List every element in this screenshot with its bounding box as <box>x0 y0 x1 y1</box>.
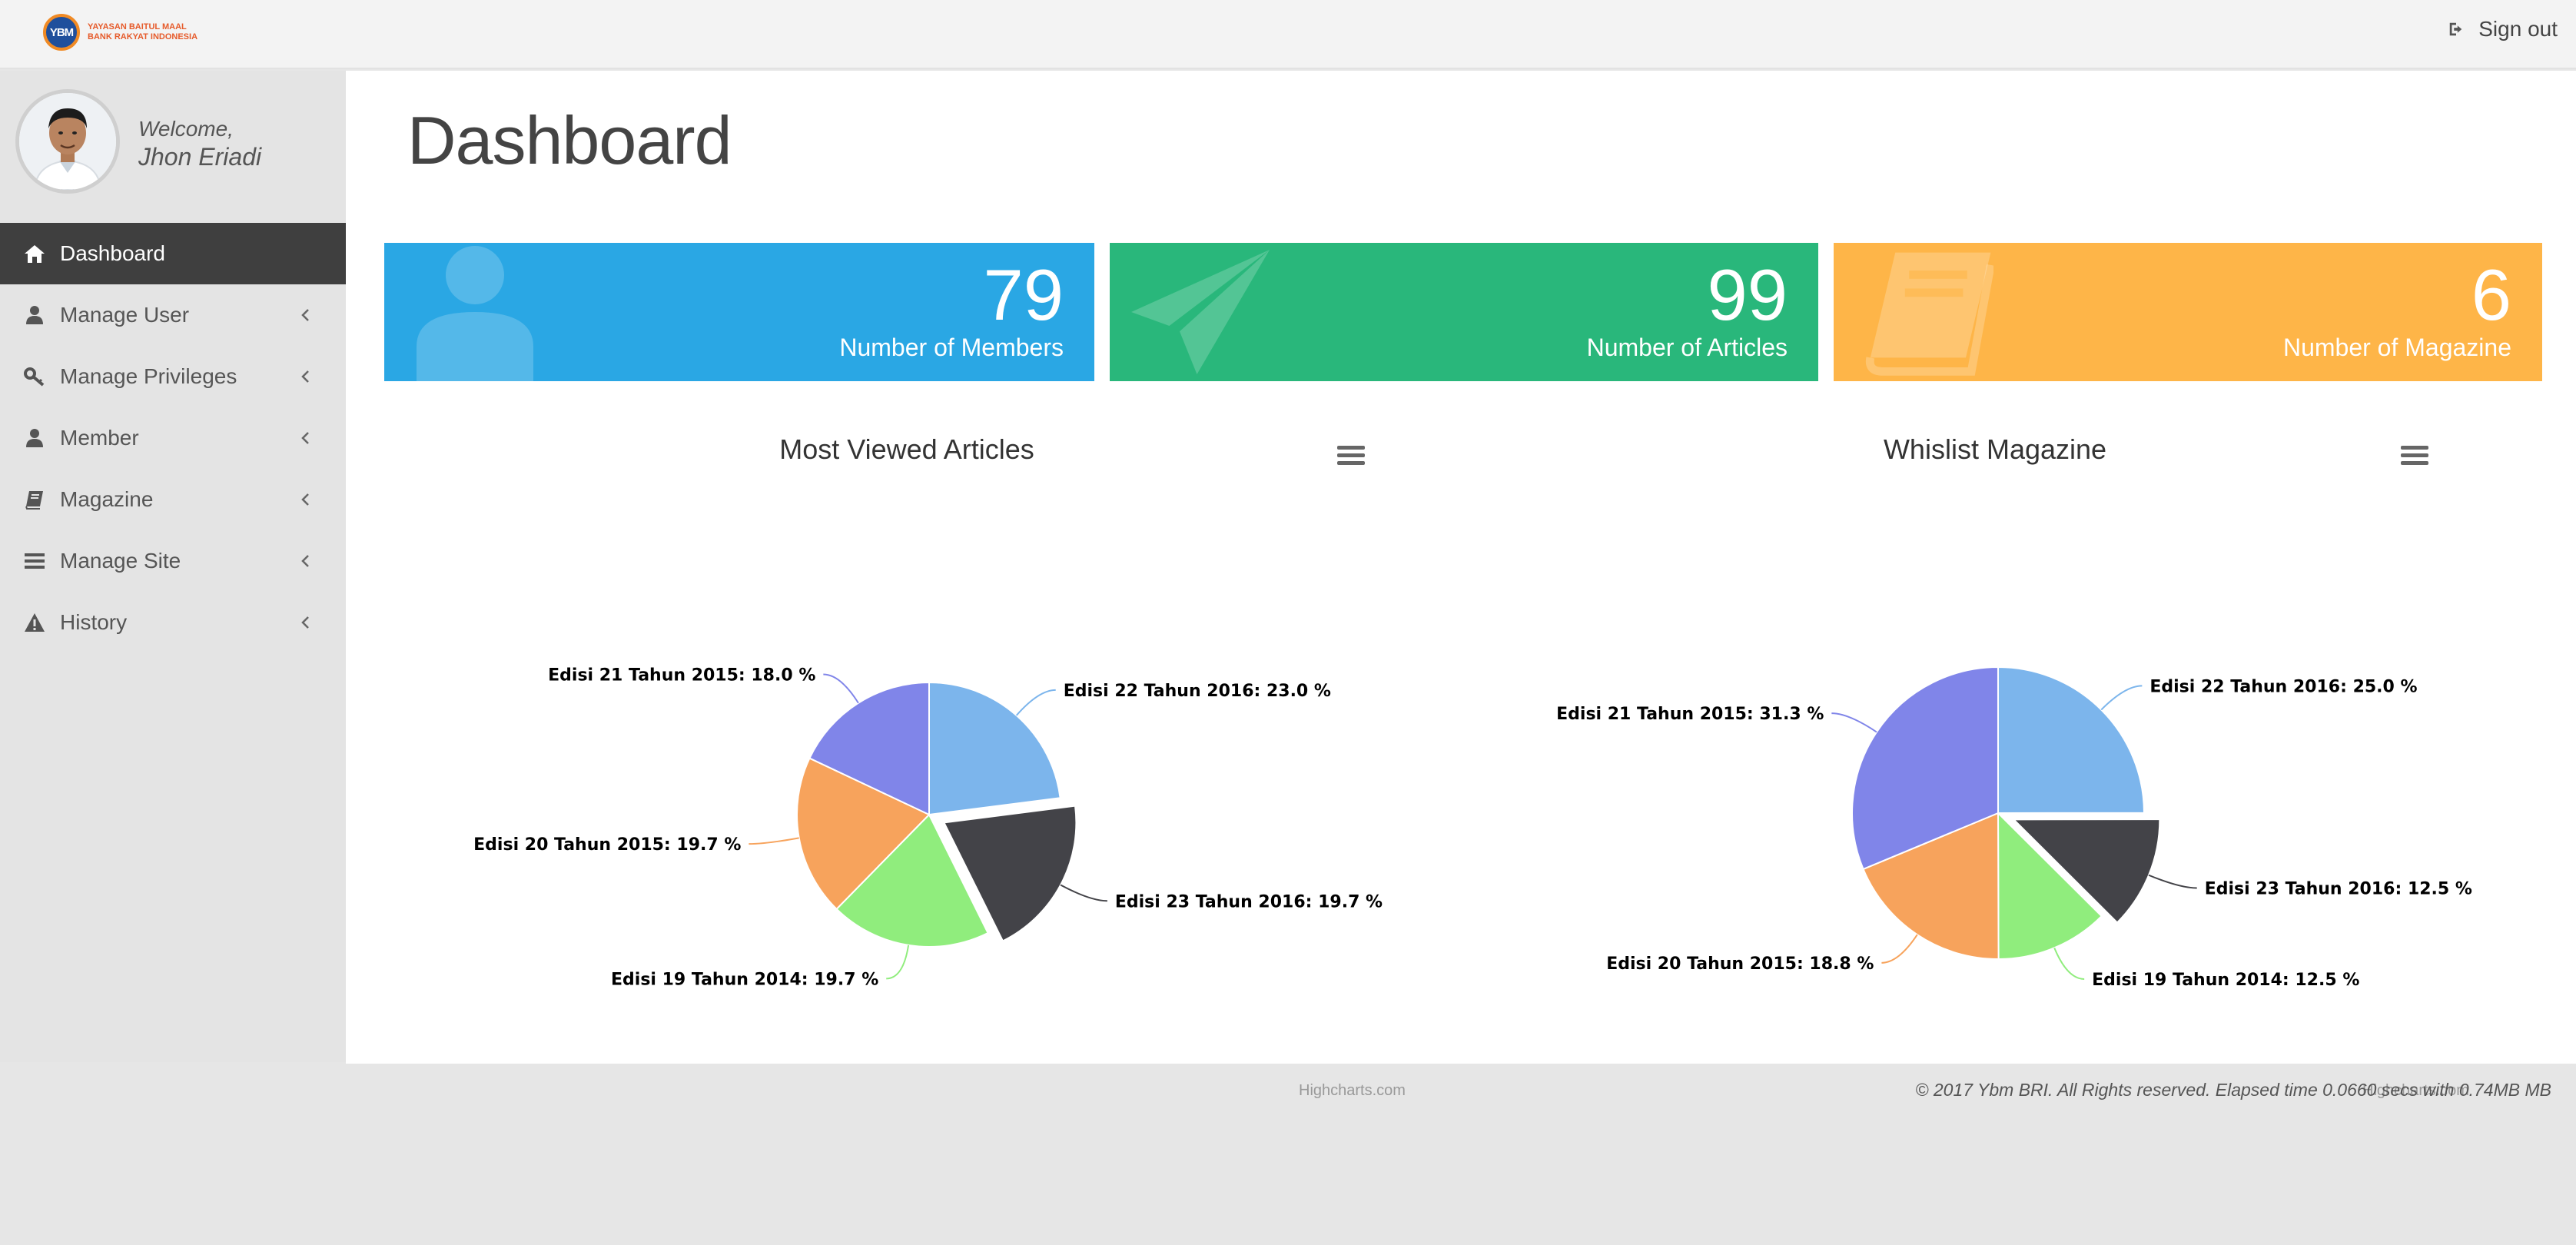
logo-line-2: BANK RAKYAT INDONESIA <box>88 32 198 42</box>
stat-label: Number of Magazine <box>2282 334 2511 361</box>
user-icon <box>23 427 46 450</box>
chart-title: Most Viewed Articles <box>779 433 1034 465</box>
chevron-left-icon <box>301 432 309 444</box>
sidebar-item-label: Member <box>60 426 139 450</box>
logo[interactable]: YBM YAYASAN BAITUL MAAL BANK RAKYAT INDO… <box>43 14 198 51</box>
book-icon <box>23 488 46 511</box>
pie-data-label: Edisi 22 Tahun 2016: 25.0 % <box>2149 677 2417 696</box>
footer-text: © 2017 Ybm BRI. All Rights reserved. Ela… <box>1915 1080 2551 1100</box>
avatar-image <box>19 93 116 190</box>
pie-chart: Edisi 22 Tahun 2016: 23.0 % Edisi 23 Tahu… <box>473 666 1383 990</box>
sidebar-item-label: Manage Privileges <box>60 364 237 388</box>
pie-data-label: Edisi 21 Tahun 2015: 18.0 % <box>548 666 815 686</box>
pie-data-label: Edisi 20 Tahun 2015: 18.8 % <box>1606 954 1874 974</box>
user-panel: Welcome, Jhon Eriadi <box>15 89 338 194</box>
welcome-block: Welcome, Jhon Eriadi <box>138 117 261 171</box>
chevron-left-icon <box>301 309 309 321</box>
pie-slice[interactable] <box>808 681 930 816</box>
user-icon <box>417 246 533 381</box>
pie-data-label: Edisi 19 Tahun 2014: 12.5 % <box>2092 971 2359 990</box>
pie-connector <box>823 673 859 704</box>
stat-value: 79 <box>983 254 1064 335</box>
welcome-label: Welcome, <box>138 117 234 141</box>
key-icon <box>23 365 46 388</box>
sidebar-item-label: Dashboard <box>60 241 165 265</box>
warning-icon <box>23 611 46 634</box>
chart-most-viewed-articles: Most Viewed Articles Edisi 22 Tahun 2016… <box>384 415 1429 1114</box>
sidebar-item-manage-privileges[interactable]: Manage Privileges <box>0 346 346 407</box>
chart-whislist-magazine: Whislist Magazine Edisi 22 Tahun 2016: 2… <box>1472 415 2518 1114</box>
pie-data-label: Edisi 20 Tahun 2015: 19.7 % <box>473 835 741 855</box>
sidebar-item-label: Manage User <box>60 303 190 327</box>
list-icon <box>23 549 46 573</box>
pie-connector <box>749 837 799 845</box>
sidebar-item-history[interactable]: History <box>0 592 346 653</box>
pie-connector <box>2053 947 2085 980</box>
pie-data-label: Edisi 23 Tahun 2016: 12.5 % <box>2205 880 2472 899</box>
pie-connector <box>1015 689 1056 716</box>
pie-slice[interactable] <box>1862 812 2000 960</box>
pie-chart: Edisi 22 Tahun 2016: 25.0 % Edisi 23 Tahu… <box>1556 666 2472 990</box>
sign-out-label: Sign out <box>2478 17 2558 41</box>
sidebar-item-label: History <box>60 610 128 634</box>
chart-menu-button[interactable] <box>2399 443 2430 469</box>
sidebar-item-member[interactable]: Member <box>0 407 346 469</box>
pie-connector <box>886 945 910 980</box>
pie-connector <box>1831 712 1877 733</box>
logo-line-1: YAYASAN BAITUL MAAL <box>88 22 187 32</box>
logo-text: YAYASAN BAITUL MAAL BANK RAKYAT INDONESI… <box>88 22 198 42</box>
pie-data-label: Edisi 22 Tahun 2016: 23.0 % <box>1064 682 1331 701</box>
stat-value: 99 <box>1707 254 1788 335</box>
chevron-left-icon <box>301 616 309 629</box>
chart-title: Whislist Magazine <box>1883 433 2107 465</box>
sign-out-button[interactable]: Sign out <box>2448 17 2558 42</box>
pie-connector <box>1881 934 1918 964</box>
pie-slice[interactable] <box>1997 666 2146 815</box>
sidebar-item-manage-user[interactable]: Manage User <box>0 284 346 346</box>
sidebar-nav: Dashboard Manage User Manage Privileges … <box>0 223 358 653</box>
chevron-left-icon <box>301 493 309 506</box>
sidebar: Welcome, Jhon Eriadi Dashboard Manage Us… <box>0 71 358 1062</box>
avatar[interactable] <box>15 89 120 194</box>
stat-value: 6 <box>2471 254 2511 335</box>
stat-card-articles[interactable]: 99 Number of Articles <box>1110 243 1818 381</box>
user-icon <box>23 304 46 327</box>
chevron-left-icon <box>301 555 309 567</box>
pie-connector <box>2100 685 2143 711</box>
paper-plane-icon <box>1131 250 1270 374</box>
pie-slice[interactable] <box>1851 666 1999 871</box>
stat-card-members[interactable]: 79 Number of Members <box>384 243 1094 381</box>
sidebar-item-magazine[interactable]: Magazine <box>0 469 346 530</box>
stat-label: Number of Members <box>839 334 1064 361</box>
pie-slice[interactable] <box>1997 811 2103 961</box>
sign-out-icon <box>2450 22 2462 36</box>
pie-data-label: Edisi 21 Tahun 2015: 31.3 % <box>1556 705 1824 724</box>
page-title: Dashboard <box>407 102 732 178</box>
chart-credit-link[interactable]: Highcharts.com <box>1299 1082 1406 1099</box>
user-name: Jhon Eriadi <box>138 143 262 171</box>
logo-mark: YBM <box>43 14 80 51</box>
pie-slice[interactable] <box>796 757 931 911</box>
stat-card-magazine[interactable]: 6 Number of Magazine <box>1834 243 2542 381</box>
stat-label: Number of Articles <box>1586 334 1788 361</box>
sidebar-item-manage-site[interactable]: Manage Site <box>0 530 346 592</box>
chart-credit-link[interactable]: Highcharts.com <box>2362 1082 2469 1099</box>
top-header: YBM YAYASAN BAITUL MAAL BANK RAKYAT INDO… <box>0 0 2576 69</box>
pie-connector <box>1060 884 1107 902</box>
home-icon <box>23 242 46 265</box>
pie-connector <box>2148 874 2197 889</box>
sidebar-item-dashboard[interactable]: Dashboard <box>0 223 358 284</box>
chart-menu-button[interactable] <box>1336 443 1366 469</box>
pie-data-label: Edisi 23 Tahun 2016: 19.7 % <box>1115 892 1383 911</box>
sidebar-item-label: Magazine <box>60 487 154 511</box>
pie-data-label: Edisi 19 Tahun 2014: 19.7 % <box>611 970 878 989</box>
sidebar-item-label: Manage Site <box>60 549 181 573</box>
pie-slice[interactable] <box>2011 818 2161 924</box>
chevron-left-icon <box>301 370 309 383</box>
main-content: Dashboard 79 Number of Members 99 Number… <box>346 71 2576 1099</box>
pie-slice[interactable] <box>928 681 1061 816</box>
book-icon <box>1865 252 1993 376</box>
